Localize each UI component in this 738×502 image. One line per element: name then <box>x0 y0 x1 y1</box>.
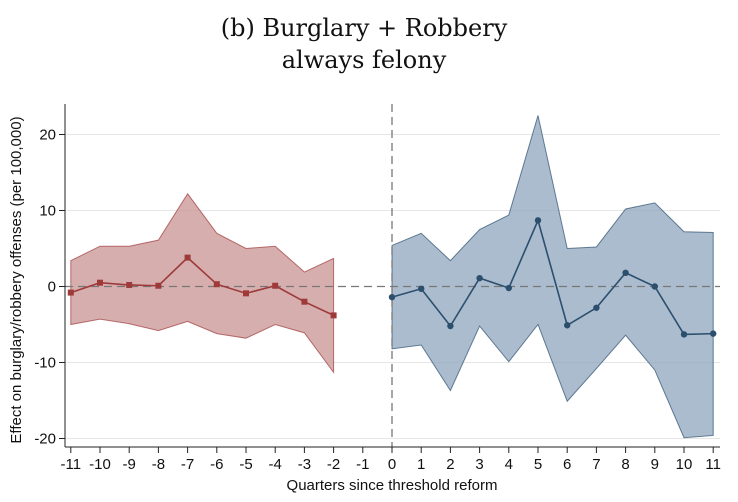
series-lines <box>70 217 714 336</box>
series-line-post-reform <box>391 217 714 336</box>
chart-title: (b) Burglary + Robbery <box>221 14 508 42</box>
x-tick-label: -9 <box>123 456 136 473</box>
x-tick-label: 11 <box>705 456 721 473</box>
y-tick-label: 10 <box>39 203 56 220</box>
y-tick-label: -10 <box>34 355 56 372</box>
data-point-post-reform <box>710 330 717 337</box>
x-tick-label: 6 <box>563 456 571 473</box>
data-point-post-reform <box>476 274 483 282</box>
x-tick-label: 1 <box>417 456 425 473</box>
data-point-pre-reform <box>301 298 308 305</box>
data-point-post-reform <box>534 217 542 224</box>
x-axis-label: Quarters since threshold reform <box>287 477 498 494</box>
x-tick-label: -1 <box>356 456 369 473</box>
reference-lines <box>65 104 720 447</box>
data-point-pre-reform <box>213 281 220 288</box>
x-tick-label: 5 <box>534 456 542 473</box>
data-point-post-reform <box>418 285 425 292</box>
data-point-pre-reform <box>184 254 191 261</box>
data-point-post-reform <box>680 331 688 338</box>
data-point-post-reform <box>447 322 454 330</box>
x-tick-label: 3 <box>475 456 483 473</box>
x-tick-label: -2 <box>327 456 340 473</box>
data-point-post-reform <box>564 322 571 329</box>
confidence-bands <box>70 115 714 439</box>
ci-band-pre-reform <box>70 192 335 374</box>
x-tick-label: -4 <box>269 456 282 473</box>
x-tick-label: -10 <box>89 456 111 473</box>
chart-subtitle: always felony <box>282 46 447 74</box>
x-tick-label: -6 <box>210 456 223 473</box>
x-tick-label: -5 <box>239 456 252 473</box>
x-tick-label: 7 <box>592 456 600 473</box>
data-point-post-reform <box>622 269 629 277</box>
data-point-pre-reform <box>155 282 162 289</box>
x-tick-label: 4 <box>505 456 513 473</box>
x-tick-label: 9 <box>651 456 659 473</box>
series-line-pre-reform <box>70 256 334 317</box>
x-tick-label: 2 <box>446 456 454 473</box>
x-tick-label: 0 <box>388 456 396 473</box>
data-point-pre-reform <box>243 290 249 297</box>
data-point-pre-reform <box>67 289 74 296</box>
x-tick-label: -3 <box>298 456 311 473</box>
x-tick-label: 10 <box>676 456 693 473</box>
data-point-post-reform <box>593 304 600 311</box>
x-tick-label: -11 <box>61 456 82 473</box>
data-point-pre-reform <box>126 281 133 288</box>
data-point-post-reform <box>388 293 396 301</box>
data-point-post-reform <box>505 284 512 292</box>
x-tick-label: -8 <box>152 456 165 473</box>
series-markers <box>67 217 717 338</box>
x-tick-label: 8 <box>621 456 629 473</box>
y-tick-label: 0 <box>48 279 56 296</box>
x-tick-label: -7 <box>181 456 194 473</box>
data-point-pre-reform <box>97 279 103 286</box>
ci-band-post-reform <box>391 115 714 439</box>
y-tick-label: -20 <box>34 431 56 448</box>
data-point-post-reform <box>651 283 658 290</box>
y-axis-label: Effect on burglary/robbery offenses (per… <box>8 116 25 443</box>
data-point-pre-reform <box>272 282 279 289</box>
y-tick-label: 20 <box>39 127 56 144</box>
data-point-pre-reform <box>330 312 337 319</box>
axes: -11 -10 -9 -8 -7 -6 -5 -4 -3 -2 -1 0 1 2 3 4 5 6 7 8 9 10 1120… <box>34 104 721 473</box>
